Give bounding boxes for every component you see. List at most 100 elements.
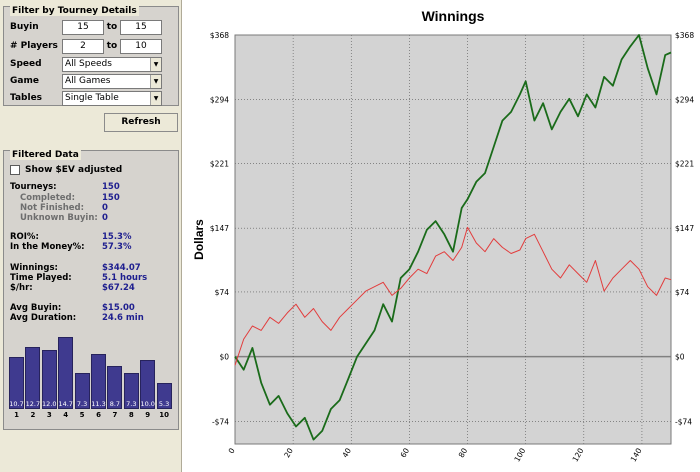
histogram-value-label: 8.7	[109, 400, 121, 408]
players-to-label: to	[106, 41, 118, 51]
stat-value: 0	[102, 203, 108, 213]
x-tick-label: 40	[340, 446, 353, 459]
histogram-position-label: 5	[79, 411, 85, 419]
histogram-bar	[25, 347, 41, 409]
histogram-bar	[58, 337, 74, 409]
buyin-min-input[interactable]: 15	[62, 19, 104, 35]
x-tick-label: 80	[457, 446, 470, 459]
stat-value: $15.00	[102, 303, 135, 313]
y-tick-label-right: $147	[675, 224, 694, 233]
stat-label: Avg Buyin:	[10, 303, 62, 313]
ev-winnings-line	[234, 226, 672, 366]
y-tick-label-left: $368	[210, 31, 229, 40]
stat-winnings: Winnings: $344.07	[10, 263, 141, 273]
x-tick-label: 60	[399, 446, 412, 459]
stat-label: Completed:	[20, 193, 76, 203]
stat-label: Avg Duration:	[10, 313, 77, 323]
plot-area	[235, 35, 671, 444]
winnings-line	[234, 34, 672, 441]
histogram-value-label: 14.7	[58, 400, 73, 408]
tables-select[interactable]: Single Table ▼	[62, 90, 162, 106]
game-select[interactable]: All Games ▼	[62, 73, 162, 89]
histogram-value-label: 10.0	[140, 400, 155, 408]
stat-label: ROI%:	[10, 232, 39, 242]
stat-completed: Completed: 150	[20, 193, 120, 203]
histogram-value-label: 12.7	[25, 400, 41, 408]
winnings-chart: Winnings Dollars -$74 -$74 $0 $0 $74 $74 $147 $14…	[183, 0, 700, 472]
stat-label: Time Played:	[10, 273, 72, 283]
stat-label: Not Finished:	[20, 203, 85, 213]
y-tick-label-left: $294	[210, 96, 229, 105]
stat-label: In the Money%:	[10, 242, 85, 252]
stat-value: 57.3%	[102, 242, 132, 252]
game-select-value: All Games	[65, 75, 111, 86]
stat-avg-duration: Avg Duration: 24.6 min	[10, 313, 144, 323]
stat-value: 0	[102, 213, 108, 223]
refresh-button[interactable]: Refresh	[104, 113, 178, 132]
histogram-value-label: 7.3	[126, 400, 137, 408]
histogram-position-label: 8	[128, 411, 134, 419]
y-tick-label-right: $221	[675, 159, 694, 168]
speed-select[interactable]: All Speeds ▼	[62, 56, 162, 72]
ev-adjusted-checkbox[interactable]	[10, 165, 20, 175]
players-min-input[interactable]: 2	[62, 38, 104, 54]
ev-adjusted-label: Show $EV adjusted	[25, 165, 123, 175]
x-tick-label: 20	[282, 446, 295, 459]
filtered-data-groupbox: Filtered Data Show $EV adjusted Tourneys…	[3, 150, 179, 430]
histogram-value-label: 11.3	[91, 400, 106, 408]
filter-title: Filter by Tourney Details	[10, 6, 139, 16]
stat-not-finished: Not Finished: 0	[20, 203, 108, 213]
stat-value: 5.1 hours	[102, 273, 148, 283]
plot-border	[234, 34, 672, 445]
histogram-position-label: 9	[145, 411, 151, 419]
stat-per-hour: $/hr: $67.24	[10, 283, 135, 293]
histogram-bar	[107, 366, 123, 409]
y-tick-label-right: $74	[675, 288, 690, 297]
filtered-data-title: Filtered Data	[10, 150, 81, 160]
left-panel: Filter by Tourney Details Buyin 15 to 15…	[0, 0, 182, 472]
chevron-down-icon[interactable]: ▼	[150, 57, 161, 71]
y-tick-label-left: -$74	[212, 417, 229, 426]
stat-unknown-buyin: Unknown Buyin: 0	[20, 213, 108, 223]
histogram-bar	[123, 373, 139, 409]
histogram-bar	[156, 383, 172, 409]
stat-value: 150	[102, 182, 120, 192]
histogram-value-label: 7.3	[76, 400, 88, 408]
buyin-to-label: to	[106, 22, 118, 32]
players-max-input[interactable]: 10	[120, 38, 162, 54]
stat-time-played: Time Played: 5.1 hours	[10, 273, 147, 283]
histogram-bar	[9, 357, 24, 409]
histogram-value-label: 10.7	[9, 400, 24, 408]
histogram-bar	[91, 354, 106, 409]
ev-adjusted-row[interactable]: Show $EV adjusted	[10, 165, 122, 175]
chevron-down-icon[interactable]: ▼	[150, 91, 161, 105]
histogram-position-label: 6	[96, 411, 101, 419]
game-label: Game	[10, 76, 39, 86]
game-row: Game All Games ▼	[10, 73, 162, 89]
stat-label: Unknown Buyin:	[20, 213, 98, 223]
y-tick-label-left: $221	[210, 159, 229, 168]
filter-groupbox: Filter by Tourney Details Buyin 15 to 15…	[3, 6, 179, 106]
y-axis-label: Dollars	[192, 219, 206, 260]
y-tick-label-right: $368	[675, 31, 694, 40]
finish-position-histogram: 10.7 1 12.7 2 12.0 3 14.7 4 7.3 5 11.3 6 8.7 7 7.3 8 10.…	[7, 323, 175, 419]
histogram-position-label: 7	[112, 411, 118, 419]
histogram-position-label: 4	[63, 411, 69, 419]
histogram-bar	[140, 360, 156, 409]
histogram-position-label: 10	[159, 411, 169, 419]
speed-row: Speed All Speeds ▼	[10, 56, 162, 72]
chevron-down-icon[interactable]: ▼	[150, 74, 161, 88]
buyin-label: Buyin	[10, 22, 39, 32]
x-tick-label: 0	[227, 446, 237, 455]
stat-value: $67.24	[102, 283, 135, 293]
histogram-position-label: 3	[46, 411, 52, 419]
y-tick-label-left: $74	[215, 288, 230, 297]
stat-avg-buyin: Avg Buyin: $15.00	[10, 303, 135, 313]
histogram-bar	[41, 350, 57, 409]
histogram-value-label: 5.3	[158, 400, 170, 408]
histogram-value-label: 12.0	[42, 400, 57, 408]
buyin-row: Buyin 15 to 15	[10, 19, 162, 35]
chart-title: Winnings	[422, 8, 485, 24]
buyin-max-input[interactable]: 15	[120, 19, 162, 35]
stat-label: $/hr:	[10, 283, 33, 293]
